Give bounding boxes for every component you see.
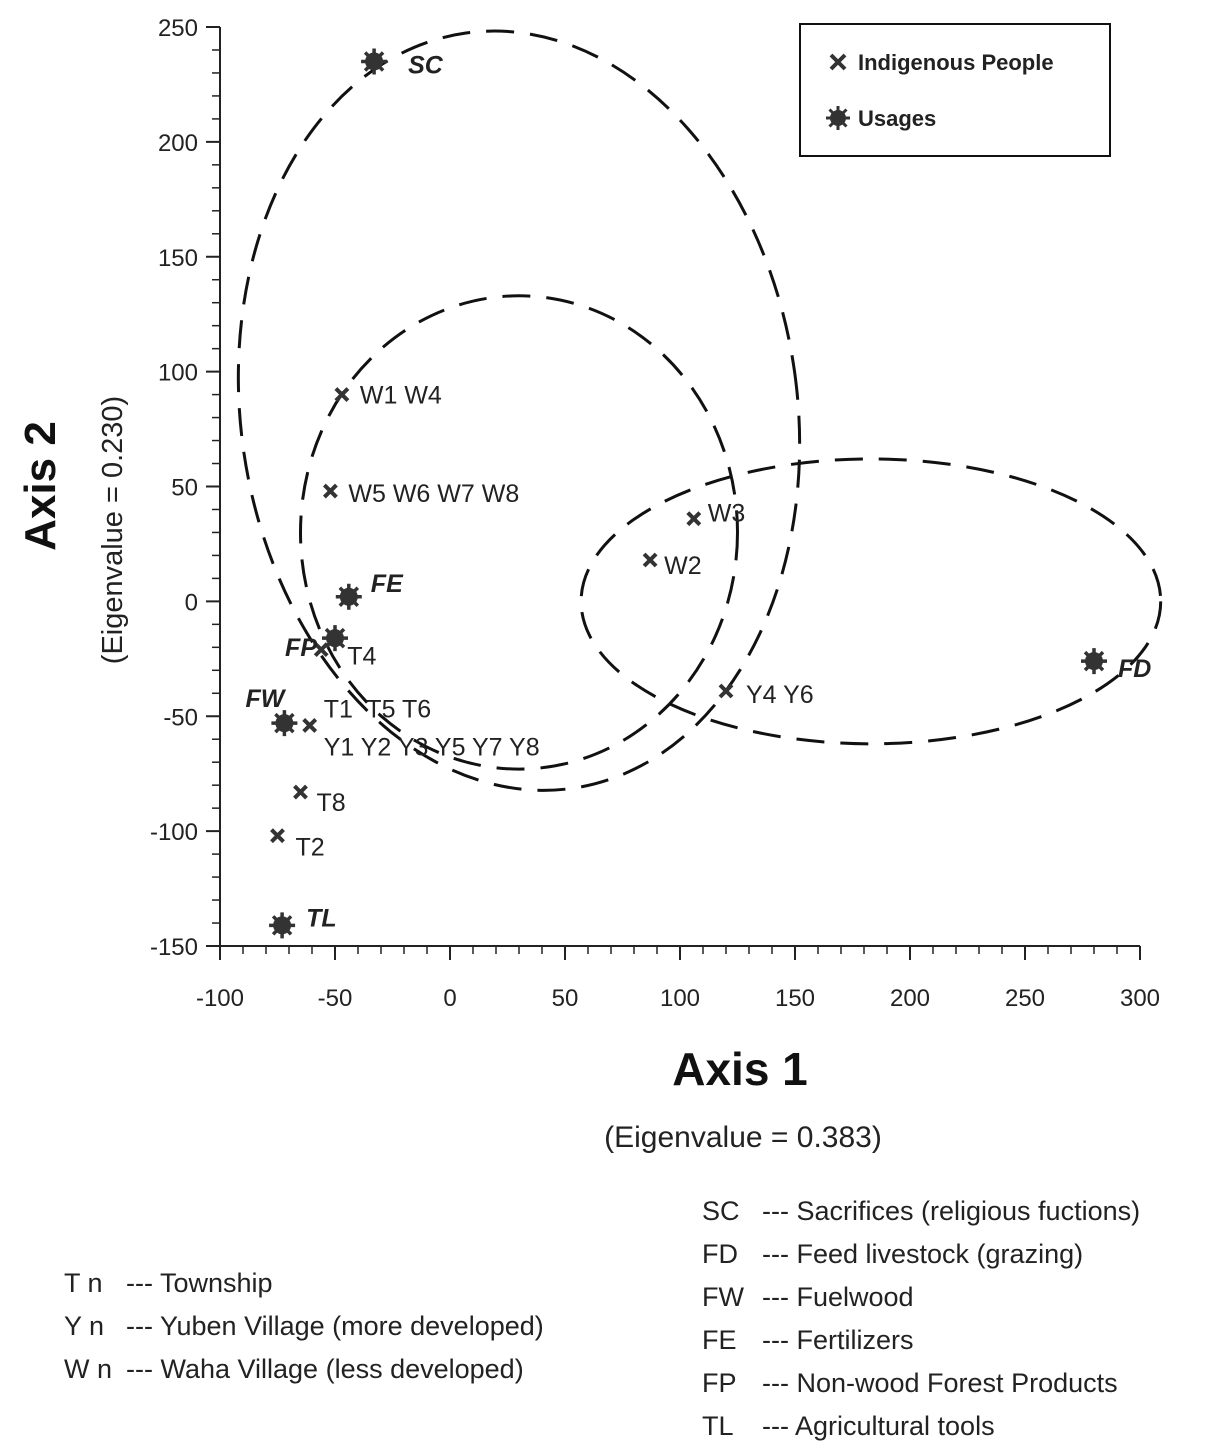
legend-box: Indigenous People Usages (799, 23, 1111, 157)
x-tick-label: 50 (552, 985, 579, 1012)
x-tick-label: 0 (443, 985, 456, 1012)
point-label: T4 (347, 643, 376, 671)
cluster-ellipse (579, 457, 1163, 746)
point-label: Y4 Y6 (746, 681, 814, 709)
point-label: T2 (296, 834, 325, 862)
point-label: Y1 Y2 Y3 Y5 Y7 Y8 (324, 733, 540, 761)
usage-point (269, 912, 296, 939)
cluster-ellipse (236, 29, 802, 792)
usage-point (271, 710, 298, 737)
note-fe: FE --- Fertilizers (702, 1325, 1140, 1368)
usage-point (1081, 648, 1107, 675)
legend-label-indigenous-people: Indigenous People (858, 50, 1054, 75)
point-label: W2 (664, 552, 702, 580)
note-text: --- Sacrifices (religious fuctions) (762, 1196, 1141, 1226)
indigenous-point (270, 828, 285, 844)
scatter-plot: -100 -50 0 50 100 150 200 250 300 -150 -100 -50 0 50… (16, 15, 1163, 1154)
indigenous-point (718, 683, 734, 699)
usage-label: TL (306, 904, 337, 932)
note-fw: FW --- Fuelwood (702, 1282, 1140, 1325)
x-icon (829, 53, 847, 71)
note-code: FD (702, 1239, 738, 1269)
point-label: T1 T5 T6 (324, 695, 431, 723)
y-tick-label: 0 (185, 589, 198, 616)
x-tick-label: -100 (196, 985, 244, 1012)
x-axis-title: Axis 1 (672, 1043, 808, 1095)
note-code: FP (702, 1368, 737, 1398)
x-tick-label: 250 (1005, 985, 1045, 1012)
x-axis-ticks: -100 -50 0 50 100 150 200 250 300 (196, 946, 1160, 1012)
x-axis-subtitle: (Eigenvalue = 0.383) (604, 1121, 882, 1154)
indigenous-point (302, 718, 318, 733)
note-text: --- Agricultural tools (762, 1411, 995, 1441)
note-code: T n (64, 1268, 103, 1298)
note-text: --- Fuelwood (762, 1282, 914, 1312)
note-text: --- Yuben Village (more developed) (126, 1311, 544, 1341)
note-text: --- Feed livestock (grazing) (762, 1239, 1084, 1269)
note-text: --- Waha Village (less developed) (126, 1354, 524, 1384)
usage-label: FP (285, 634, 317, 662)
indigenous-point (334, 387, 350, 403)
y-tick-label: -50 (163, 704, 198, 731)
indigenous-point (642, 552, 658, 568)
left-notes: T n --- Township Y n --- Yuben Village (mo… (64, 1268, 544, 1397)
point-label: W1 W4 (360, 382, 442, 410)
note-code: Y n (64, 1311, 105, 1341)
y-tick-label: 150 (158, 245, 198, 272)
cluster-ellipse (299, 294, 739, 771)
note-waha: W n --- Waha Village (less developed) (64, 1354, 544, 1397)
note-code: TL (702, 1411, 734, 1441)
star-icon (826, 106, 850, 130)
point-label: W5 W6 W7 W8 (348, 480, 519, 508)
y-tick-label: 50 (171, 475, 198, 502)
note-code: W n (64, 1354, 113, 1384)
usage-label: SC (408, 51, 444, 79)
right-notes: SC --- Sacrifices (religious fuctions) FD… (702, 1196, 1140, 1454)
x-tick-label: 150 (775, 985, 815, 1012)
x-tick-label: 100 (660, 985, 700, 1012)
indigenous-point (322, 483, 338, 499)
x-tick-label: 300 (1120, 985, 1160, 1012)
legend-label-usages: Usages (858, 106, 936, 131)
usage-label: FW (246, 685, 287, 713)
y-tick-label: -150 (150, 934, 198, 961)
point-label: T8 (317, 789, 346, 817)
note-fd: FD --- Feed livestock (grazing) (702, 1239, 1140, 1282)
axes: -100 -50 0 50 100 150 200 250 300 -150 -100 -50 0 50… (150, 15, 1160, 1012)
note-tl: TL --- Agricultural tools (702, 1411, 1140, 1454)
y-tick-label: 100 (158, 360, 198, 387)
indigenous-point (686, 511, 702, 527)
note-sc: SC --- Sacrifices (religious fuctions) (702, 1196, 1140, 1239)
y-axis-title: Axis 2 (16, 421, 65, 551)
indigenous-point (293, 784, 308, 800)
y-axis-ticks: -150 -100 -50 0 50 100 150 200 250 (150, 15, 220, 961)
note-code: SC (702, 1196, 740, 1226)
note-yuben: Y n --- Yuben Village (more developed) (64, 1311, 544, 1354)
note-text: --- Non-wood Forest Products (762, 1368, 1118, 1398)
note-fp: FP --- Non-wood Forest Products (702, 1368, 1140, 1411)
usage-point (322, 625, 348, 652)
y-tick-label: 200 (158, 130, 198, 157)
note-code: FE (702, 1325, 737, 1355)
note-code: FW (702, 1282, 744, 1312)
note-township: T n --- Township (64, 1268, 544, 1311)
y-tick-label: -100 (150, 819, 198, 846)
y-tick-label: 250 (158, 15, 198, 42)
y-axis-subtitle: (Eigenvalue = 0.230) (97, 396, 129, 664)
point-label: W3 (708, 500, 746, 528)
usage-point (335, 583, 362, 610)
usage-label: FE (371, 570, 404, 598)
usage-point (361, 48, 388, 75)
usage-label: FD (1118, 655, 1151, 683)
x-tick-label: 200 (890, 985, 930, 1012)
cluster-ellipses (236, 29, 1163, 792)
note-text: --- Township (126, 1268, 273, 1298)
note-text: --- Fertilizers (762, 1325, 914, 1355)
x-tick-label: -50 (318, 985, 353, 1012)
